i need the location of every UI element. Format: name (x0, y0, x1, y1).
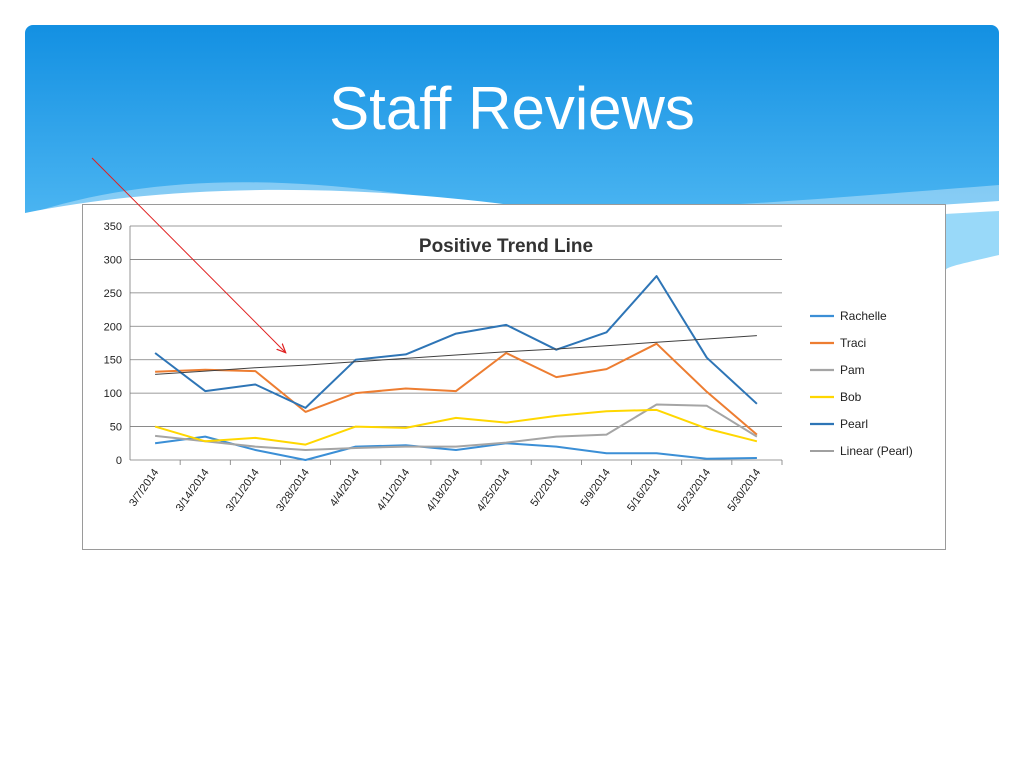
chart-figure: 0 50 100 150 200 250 300 350 3/7/2014 3/14/2014 3/… (82, 204, 946, 550)
y-tick-label: 100 (104, 388, 122, 400)
legend-label-pearl: Pearl (840, 417, 868, 431)
y-tick-label: 250 (104, 288, 122, 300)
y-tick-label: 50 (110, 422, 122, 434)
y-tick-label: 0 (116, 455, 122, 467)
legend-label-rachelle: Rachelle (840, 309, 887, 323)
series-line-pearl (154, 275, 758, 409)
chart-title: Positive Trend Line (419, 236, 593, 257)
legend-label-bob: Bob (840, 390, 862, 404)
legend-label-pam: Pam (840, 363, 865, 377)
slide-title: Staff Reviews (329, 75, 695, 142)
series-line-traci (155, 342, 758, 436)
series-line-rachelle (154, 435, 757, 461)
series-line-pam (154, 403, 758, 451)
y-tick-label: 150 (104, 355, 122, 367)
y-tick-label: 350 (104, 221, 122, 233)
series-line-bob (154, 408, 758, 446)
y-tick-label: 200 (104, 321, 122, 333)
legend-label-traci: Traci (840, 336, 866, 350)
y-tick-label: 300 (104, 254, 122, 266)
series-line-linear-pearl (155, 335, 757, 375)
legend-label-linear-pearl: Linear (Pearl) (840, 444, 913, 458)
